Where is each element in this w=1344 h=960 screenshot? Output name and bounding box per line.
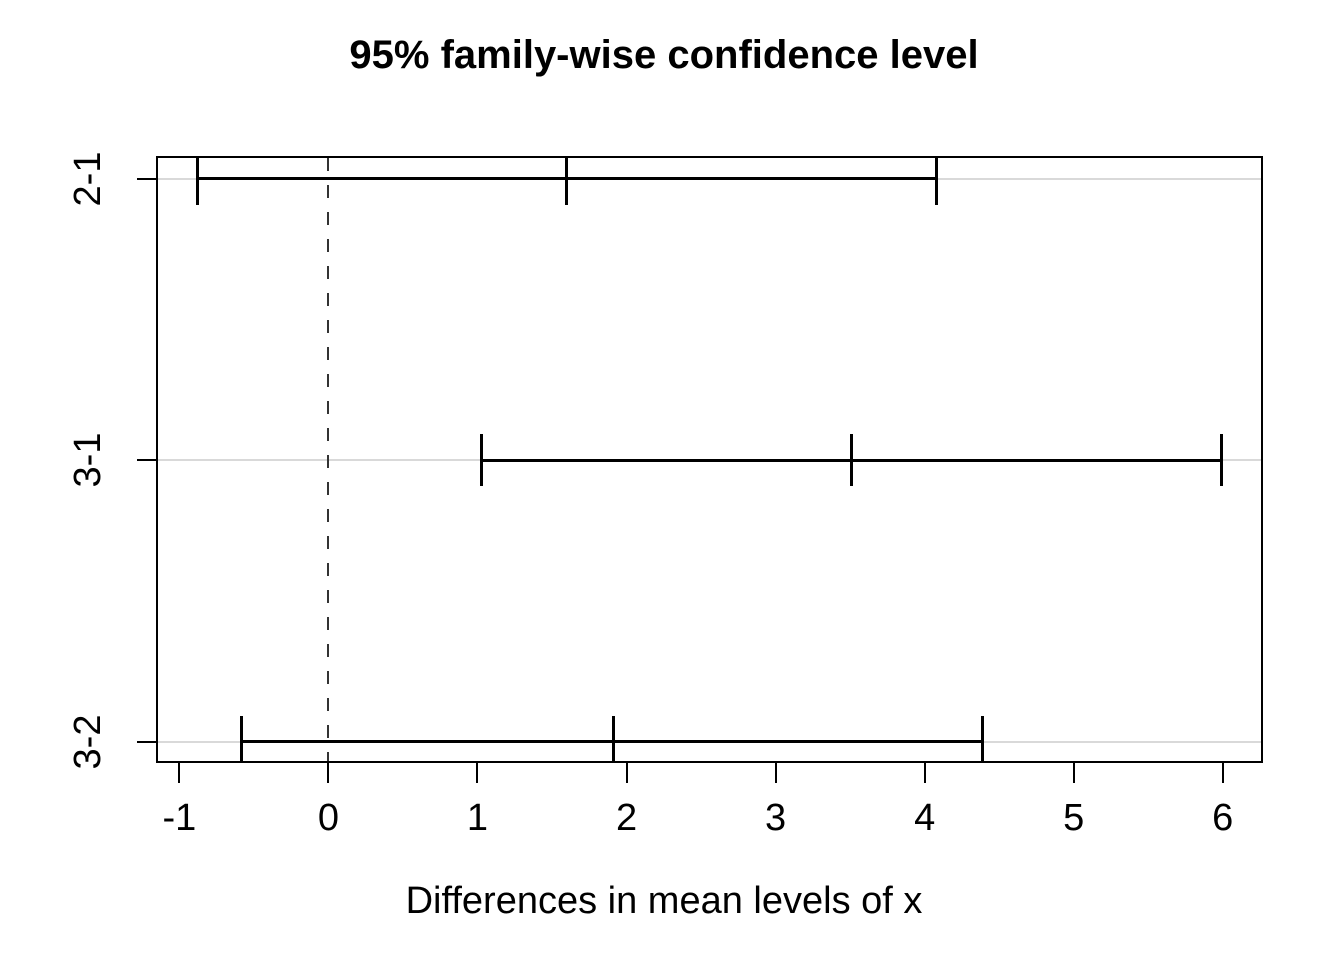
y-axis-tick: [137, 459, 157, 461]
y-axis-tick: [137, 177, 157, 180]
y-axis-label: 2-1: [67, 151, 109, 207]
x-tick-label: 0: [317, 797, 339, 839]
x-axis-tick: [476, 763, 479, 783]
x-tick-label: 1: [466, 797, 489, 839]
x-tick-label: 4: [914, 797, 936, 839]
x-tick-label: 6: [1212, 797, 1234, 839]
y-axis-label: 3-2: [67, 714, 109, 770]
x-axis-tick: [1072, 763, 1075, 783]
chart-title: 95% family-wise confidence level: [349, 33, 979, 77]
x-axis-tick: [1221, 763, 1224, 783]
x-tick-label: -1: [162, 797, 197, 839]
ci-center-tick: [565, 158, 569, 205]
ci-cap-lower: [480, 434, 484, 486]
x-axis-title: Differences in mean levels of x: [405, 880, 923, 922]
x-axis-tick: [774, 763, 777, 783]
x-tick-label: 2: [615, 797, 638, 839]
ci-cap-upper: [935, 158, 939, 205]
x-tick-label: 5: [1063, 797, 1085, 839]
x-axis-tick: [178, 763, 181, 783]
ci-cap-lower: [195, 158, 199, 205]
ci-cap-upper: [1219, 434, 1223, 486]
x-axis-tick: [923, 763, 926, 783]
ci-center-tick: [611, 715, 615, 763]
zero-reference-line: [327, 158, 330, 763]
x-axis-tick: [327, 763, 330, 783]
plot-area: [158, 158, 1263, 763]
ci-cap-lower: [240, 715, 244, 763]
ci-cap-upper: [981, 715, 985, 763]
y-axis-tick: [137, 740, 157, 743]
x-axis-tick: [625, 763, 628, 783]
y-axis-label: 3-1: [67, 432, 109, 488]
ci-center-tick: [850, 434, 854, 486]
x-tick-label: 3: [765, 797, 787, 839]
